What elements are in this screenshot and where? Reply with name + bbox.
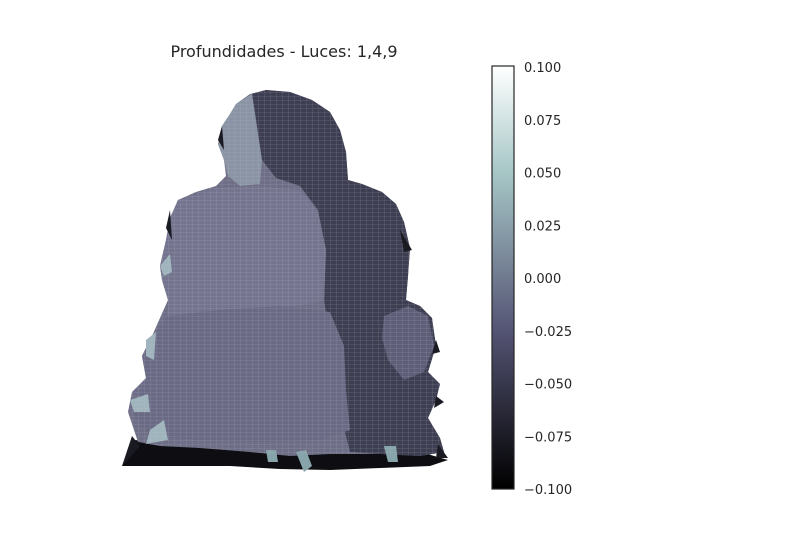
colorbar-tick-label: −0.075 — [524, 430, 572, 445]
colorbar: 0.100 0.075 0.050 0.025 0.000 −0.025 −0.050 −0.… — [491, 61, 572, 498]
colorbar-tick-label: 0.050 — [524, 167, 561, 182]
colorbar-tick-label: −0.100 — [524, 483, 572, 498]
surface-plot — [122, 90, 448, 472]
colorbar-tick-label: 0.025 — [524, 219, 561, 234]
colorbar-tick-label: 0.100 — [524, 61, 561, 76]
colorbar-ticks: 0.100 0.075 0.050 0.025 0.000 −0.025 −0.050 −0.… — [524, 61, 572, 498]
colorbar-tick-label: 0.075 — [524, 114, 561, 129]
colorbar-tick-label: 0.000 — [524, 272, 561, 287]
surface-mesh-overlay — [128, 90, 444, 456]
chart-title: Profundidades - Luces: 1,4,9 — [170, 42, 397, 61]
colorbar-tick-label: −0.050 — [524, 378, 572, 393]
colorbar-tick-label: −0.025 — [524, 325, 572, 340]
colorbar-gradient — [491, 65, 515, 490]
